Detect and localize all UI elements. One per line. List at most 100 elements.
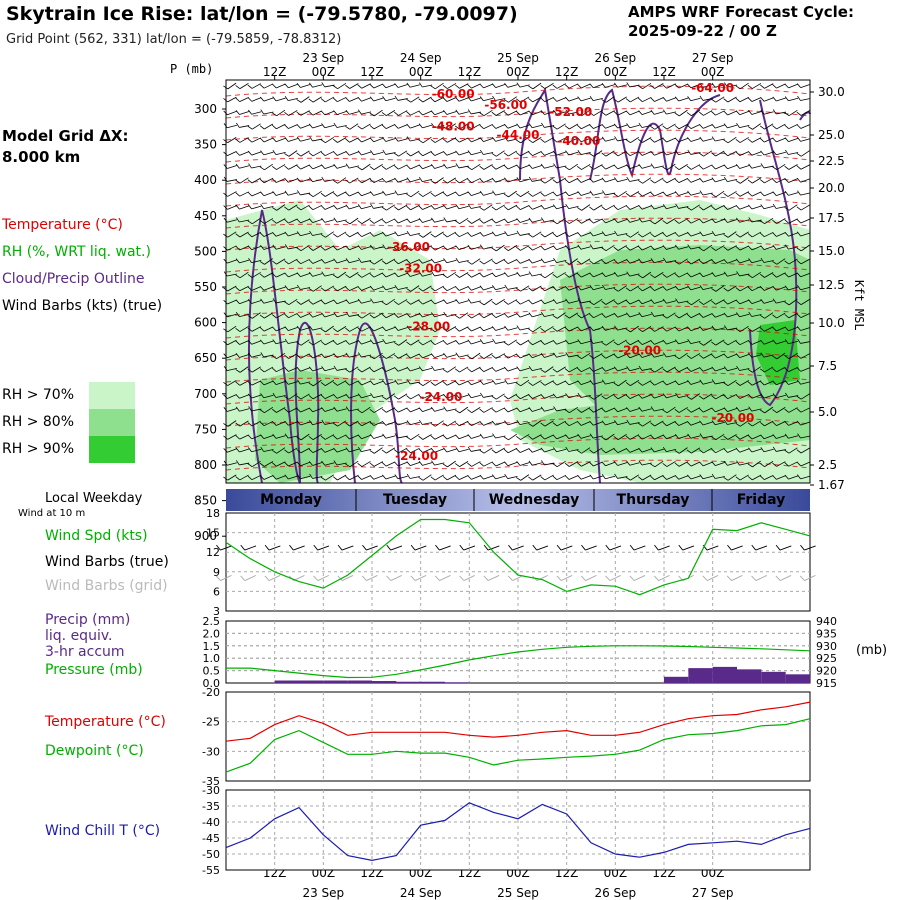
wind-barb <box>589 178 603 183</box>
wind-barb-flag <box>272 96 277 102</box>
wind-barb <box>564 83 579 89</box>
wind-barb-shaft <box>325 96 335 103</box>
wind-barb <box>711 110 725 116</box>
wind-barb-flag <box>455 84 460 89</box>
wind-barb <box>467 191 481 197</box>
wind-barb-shaft <box>239 97 249 102</box>
wind-barb-flag <box>381 124 387 129</box>
wind-barb <box>406 164 420 170</box>
wind-barb-shaft <box>581 178 591 183</box>
wind-barb-flag <box>797 190 801 196</box>
wind-barb <box>247 150 262 156</box>
wind-barb-shaft <box>629 205 640 210</box>
wind-barb-flag <box>455 191 460 197</box>
wind-barb-shaft <box>690 192 701 196</box>
wind-barb-shaft <box>495 138 506 142</box>
wind-barb-flag <box>333 163 338 169</box>
wind-barb <box>467 137 481 143</box>
legend-wind-chill: Wind Chill T (°C) <box>45 823 161 839</box>
wind-barb-shaft <box>349 97 359 102</box>
wind-barb <box>418 191 432 197</box>
temperature-label: -52.00 <box>549 105 592 119</box>
wind-barb-flag <box>528 110 533 116</box>
wind-barb-flag <box>504 231 509 236</box>
wind-barb <box>748 204 762 210</box>
wind-barb-shaft <box>580 192 591 196</box>
wind-barb <box>662 191 677 197</box>
wind-barb-shaft <box>337 96 347 103</box>
wind-barb <box>332 137 347 143</box>
wind-barb-shaft <box>495 204 505 211</box>
wind-barb-flag <box>625 151 631 156</box>
wind-barb-flag <box>333 97 338 102</box>
wind-barb <box>369 164 383 170</box>
wind-barb <box>601 96 615 103</box>
wind-barb-flag <box>369 83 375 89</box>
wind-barb <box>796 110 810 116</box>
wind-barb-flag <box>686 112 692 116</box>
wind-barb-shaft <box>800 124 811 129</box>
wind-barb-shaft <box>471 232 481 237</box>
wind-barb <box>540 163 555 169</box>
wind-barb-flag <box>759 220 765 225</box>
wind-barb-flag <box>320 110 326 116</box>
wind-barb-flag <box>235 179 241 184</box>
wind-barb <box>564 232 579 237</box>
wind-barb-shaft <box>435 177 444 184</box>
height-tick: 15.0 <box>818 244 845 258</box>
temperature-tick: -25 <box>202 716 220 729</box>
wind-barb <box>369 137 384 143</box>
wind-barb-shaft <box>410 96 420 103</box>
temperature-tick: -20 <box>202 686 220 699</box>
wind-barb-flag <box>369 232 375 237</box>
wind-barb-flag <box>442 192 448 197</box>
wind-barb-flag <box>699 83 704 88</box>
wind-barb <box>747 151 762 156</box>
wind-barb-flag <box>357 84 363 89</box>
wind-barb-shaft <box>386 204 396 211</box>
wind-barb <box>723 176 738 183</box>
wind-barb-flag <box>467 191 472 196</box>
wind-barb-shaft <box>556 83 566 89</box>
wind-barb-shaft <box>764 123 774 130</box>
wind-barb <box>674 178 689 183</box>
wind-barb <box>308 190 322 198</box>
precip-bar <box>737 669 762 683</box>
wind-barb-flag <box>382 190 387 196</box>
wind-barb-shaft <box>312 150 322 157</box>
wind-barb <box>345 177 359 184</box>
wind-barb-flag <box>394 95 399 101</box>
wind-barb <box>235 163 250 169</box>
wind-barb <box>613 150 627 157</box>
wind-barb <box>528 231 542 238</box>
wind-barb-shaft <box>349 217 359 225</box>
wind-barb <box>406 190 420 198</box>
wind-barb <box>357 163 371 171</box>
wind-barb <box>503 150 518 157</box>
wind-barb-flag <box>296 206 302 211</box>
wind-barb <box>602 190 616 196</box>
wind-barb-flag <box>540 110 545 115</box>
wind-barb-flag <box>406 177 411 183</box>
wind-barb-flag <box>247 191 253 197</box>
wind-barb <box>418 82 433 88</box>
wind-barb <box>516 230 530 236</box>
wind-barb <box>309 136 323 142</box>
wind-barb <box>259 218 274 224</box>
wind-barb <box>431 122 445 129</box>
wind-barb <box>613 204 628 211</box>
wind-barb <box>260 109 274 115</box>
wind-barb-shaft <box>251 137 262 143</box>
wind-barb-shaft <box>763 97 774 102</box>
wind-barb-shaft <box>434 124 445 129</box>
wind-barb-flag <box>309 136 313 142</box>
wind-barb-flag <box>637 179 643 184</box>
wind-barb-flag <box>540 217 545 223</box>
wind-barb-shaft <box>422 150 432 157</box>
wind-barb-shaft <box>593 204 603 211</box>
wind-barb-flag <box>735 110 740 115</box>
wind-barb-flag <box>625 98 631 103</box>
wind-chill-tick: -50 <box>202 848 220 861</box>
wind-barb-flag <box>492 190 496 196</box>
wind-barb-flag <box>674 178 680 183</box>
